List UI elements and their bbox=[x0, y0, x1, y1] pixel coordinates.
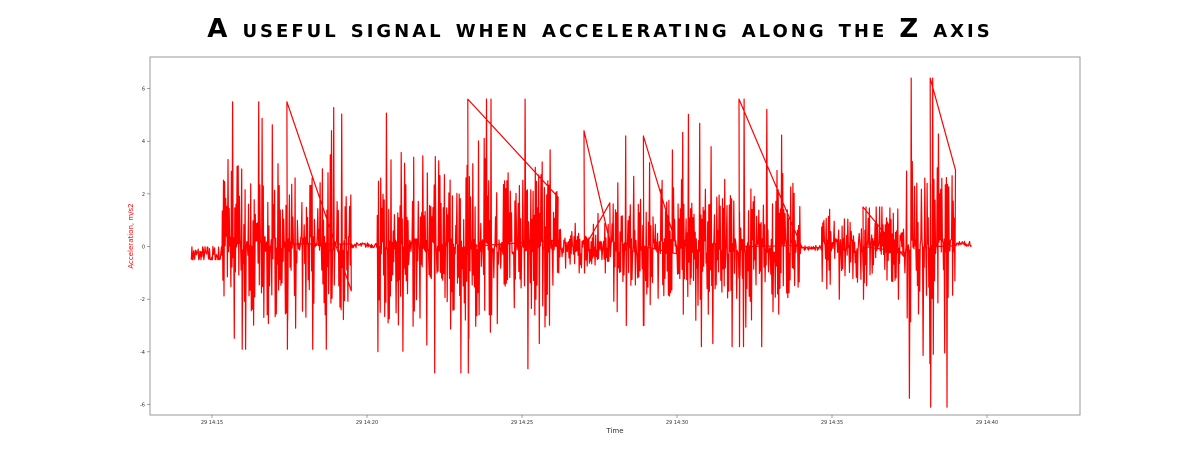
x-tick-label: 29 14:15 bbox=[201, 420, 223, 426]
y-tick-label: 0 bbox=[142, 245, 145, 251]
x-tick-label: 29 14:40 bbox=[976, 420, 998, 426]
x-axis-label: Time bbox=[605, 427, 623, 435]
series-line-acceleration bbox=[190, 77, 972, 408]
x-tick-label: 29 14:30 bbox=[666, 420, 688, 426]
y-tick-label: 4 bbox=[142, 139, 145, 145]
x-tick-label: 29 14:35 bbox=[821, 420, 843, 426]
y-tick-label: -6 bbox=[140, 402, 145, 408]
page-title: A useful signal when accelerating along … bbox=[207, 14, 993, 44]
x-axis: 29 14:15 29 14:20 29 14:25 29 14:30 29 14:35… bbox=[201, 415, 998, 426]
y-axis: 6 4 2 0 -2 -4 -6 bbox=[140, 87, 150, 408]
y-tick-label: 2 bbox=[142, 192, 145, 198]
y-tick-label: -4 bbox=[140, 350, 145, 356]
x-tick-label: 29 14:20 bbox=[356, 420, 378, 426]
x-tick-label: 29 14:25 bbox=[511, 420, 533, 426]
y-axis-label: Acceleration, m/s2 bbox=[127, 203, 135, 268]
y-tick-label: -2 bbox=[140, 297, 145, 303]
y-tick-label: 6 bbox=[142, 87, 145, 93]
